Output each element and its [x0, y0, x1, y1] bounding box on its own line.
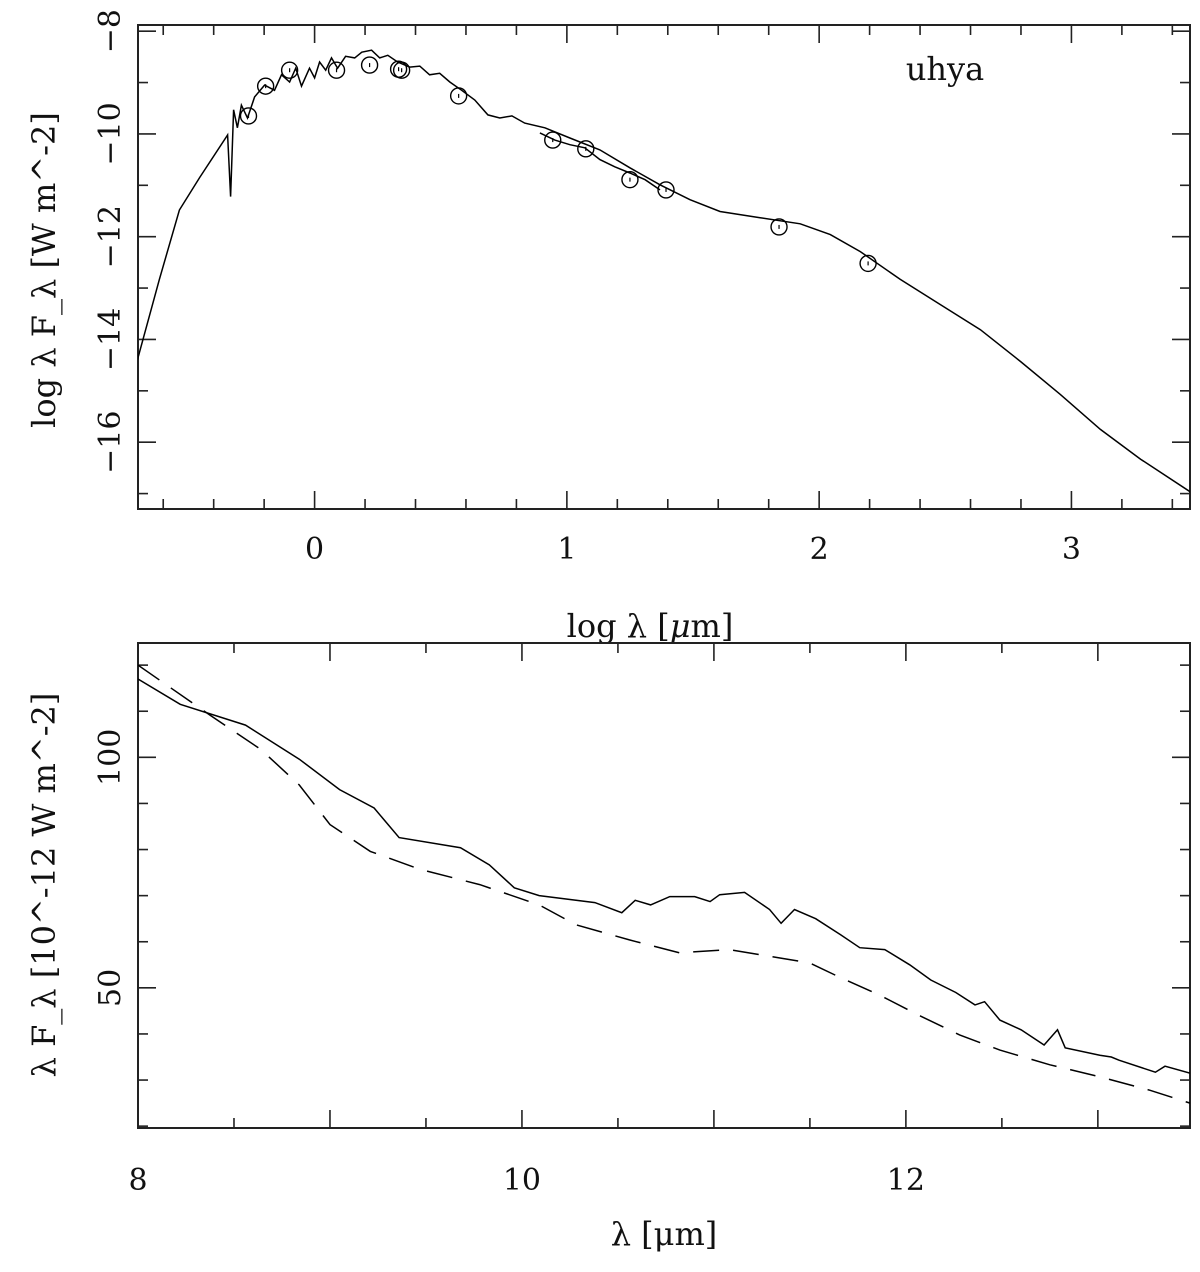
bottom-x-axis-label: λ [μm]	[611, 1215, 718, 1253]
plot-frame	[137, 24, 1191, 510]
x-tick-label: 12	[887, 1163, 925, 1198]
x-tick-label: 3	[1062, 532, 1081, 567]
series-group	[138, 49, 1190, 493]
y-tick-label: −12	[93, 205, 128, 268]
photometry-point	[239, 107, 258, 125]
x-tick-label: 2	[810, 532, 829, 567]
top-x-axis-label: log λ [μm]	[567, 607, 734, 645]
plot-frame	[137, 642, 1191, 1129]
top-panel-sed: uhya log λ [μm] log λ F_λ [W m^-2] 0 1 2 3 −…	[25, 9, 1191, 645]
y-tick-label: 100	[93, 729, 128, 786]
y-tick-label: −14	[93, 308, 128, 371]
y-tick-label: −10	[93, 102, 128, 165]
photometry-point	[657, 181, 675, 199]
photometry-point	[544, 131, 562, 149]
photometry-point	[327, 61, 346, 79]
photometry-point	[360, 56, 379, 74]
series-spectrum-line	[539, 132, 661, 191]
bottom-y-axis-label: λ F_λ [10^-12 W m^-2]	[25, 693, 63, 1078]
series-model-line	[138, 664, 1190, 1104]
top-y-axis-label: log λ F_λ [W m^-2]	[25, 112, 63, 428]
x-tick-label: 8	[128, 1163, 147, 1198]
series-group	[138, 664, 1190, 1104]
y-tick-label: −16	[93, 411, 128, 474]
x-tick-label: 0	[305, 532, 324, 567]
bottom-panel-spectrum: λ [μm] λ F_λ [10^-12 W m^-2] 8 10 12 50 100	[25, 642, 1191, 1253]
photometry-point	[280, 61, 299, 79]
x-tick-label: 1	[557, 532, 576, 567]
photometry-point	[621, 170, 639, 189]
photometry-point	[770, 218, 788, 236]
photometry-point	[859, 254, 877, 273]
y-tick-label: 50	[93, 969, 128, 1007]
x-tick-label: 10	[503, 1163, 541, 1198]
photometry-point	[577, 140, 595, 158]
photometry-point	[392, 61, 411, 79]
photometry-point	[256, 77, 275, 95]
y-tick-label: −8	[93, 9, 128, 53]
photometry-point	[449, 87, 468, 105]
series-observed-line	[138, 678, 1190, 1074]
panel-title: uhya	[906, 50, 984, 88]
series-model-line	[138, 49, 1190, 493]
